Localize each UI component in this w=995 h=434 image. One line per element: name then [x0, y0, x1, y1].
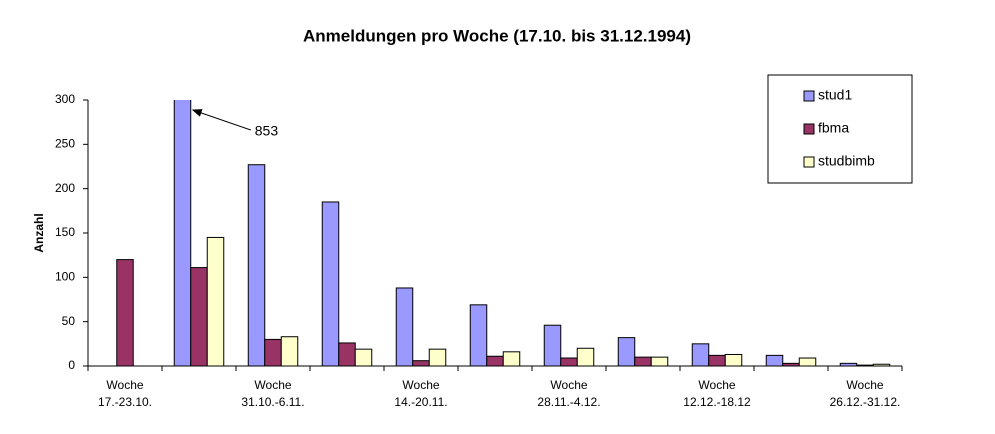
bar [280, 336, 299, 367]
y-tick-label: 250 [55, 137, 75, 151]
bar [560, 357, 578, 367]
x-tick-label: Woche [106, 378, 143, 392]
bar [691, 343, 710, 367]
bar [428, 348, 447, 367]
bar [395, 287, 414, 367]
bar [543, 324, 562, 367]
bar [116, 259, 134, 367]
legend-swatch [803, 123, 815, 135]
bar [190, 267, 208, 367]
y-tick-label: 150 [55, 225, 75, 239]
bar [724, 353, 743, 367]
bar [206, 236, 225, 367]
x-tick-label: 26.12.-31.12. [830, 395, 901, 409]
bar [469, 304, 488, 367]
legend-swatch [803, 90, 815, 102]
y-tick-label: 300 [55, 92, 75, 106]
bar [617, 337, 636, 367]
data-label: 853 [255, 123, 279, 139]
bar [765, 354, 784, 367]
x-tick-label: Woche [698, 378, 735, 392]
bar [502, 351, 521, 367]
x-tick-label: 17.-23.10. [98, 395, 152, 409]
bar [173, 100, 192, 367]
x-tick-label: Woche [254, 378, 291, 392]
y-tick-label: 100 [55, 270, 75, 284]
x-tick-label: 14.-20.11. [394, 395, 447, 409]
x-tick-label: 12.12.-18.12 [683, 395, 751, 409]
bar [354, 348, 373, 367]
bar [412, 360, 430, 367]
y-tick-label: 200 [55, 181, 75, 195]
x-tick-label: Woche [846, 378, 883, 392]
annotation-arrow [191, 109, 251, 131]
bar [634, 356, 652, 367]
bar [486, 355, 504, 367]
legend-swatch [803, 156, 815, 168]
bar [650, 356, 669, 367]
x-tick-label: 28.11.-4.12. [537, 395, 600, 409]
bar [247, 164, 266, 367]
y-tick-label: 50 [62, 314, 76, 328]
bar [708, 354, 726, 367]
bar [338, 342, 356, 367]
chart-title: Anmeldungen pro Woche (17.10. bis 31.12.… [303, 26, 691, 45]
bar [798, 357, 817, 367]
x-tick-label: 31.10.-6.11. [241, 395, 304, 409]
bar [576, 347, 595, 367]
y-tick-label: 0 [68, 358, 75, 372]
legend-label: fbma [818, 120, 849, 136]
x-tick-label: Woche [402, 378, 439, 392]
legend-label: studbimb [818, 153, 875, 169]
legend-label: stud1 [818, 87, 852, 103]
y-axis-label: Anzahl [32, 213, 46, 252]
x-tick-label: Woche [550, 378, 587, 392]
bar [264, 338, 282, 367]
legend-box [767, 74, 913, 184]
bar [321, 201, 340, 367]
